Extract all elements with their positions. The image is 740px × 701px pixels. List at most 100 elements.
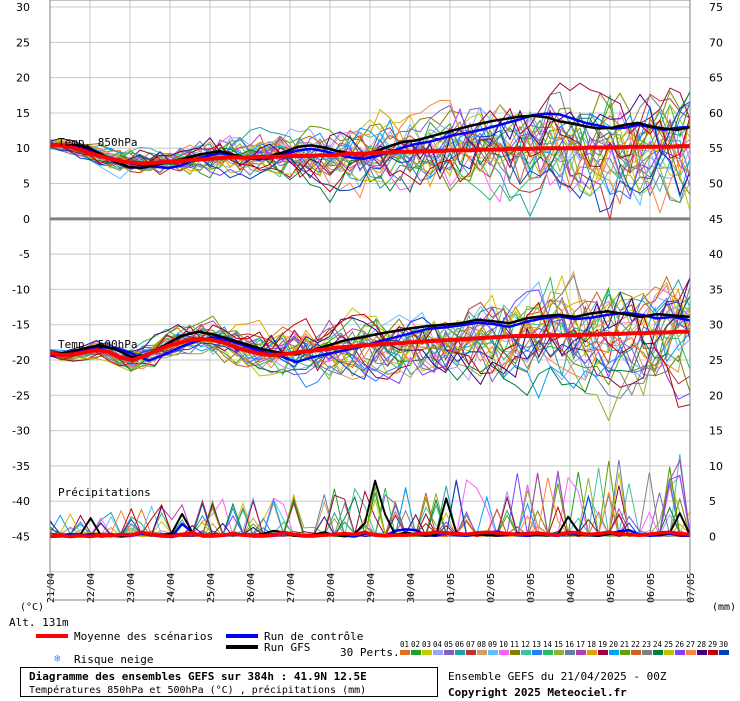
perturbation-swatch	[631, 650, 641, 655]
left-tick-label: 30	[16, 1, 30, 14]
perturbation-swatch	[510, 650, 520, 655]
left-tick-label: 20	[16, 72, 30, 85]
perturbation-legend: 01 02 03 04 05 06 07 08 09 10 11 12 13 14 15 16 17 18 19 20…	[400, 640, 729, 655]
perturbation-swatch	[532, 650, 542, 655]
x-tick-label: 01/05	[446, 573, 457, 603]
perturbation-label: 06	[455, 640, 465, 649]
left-tick-label: 15	[16, 107, 30, 120]
perturbation-label: 03	[422, 640, 431, 649]
perturbation-label: 05	[444, 640, 453, 649]
right-tick-label: 15	[709, 425, 723, 438]
perturbation-label: 16	[565, 640, 575, 649]
perturbation-swatch	[521, 650, 531, 655]
member-850-line	[49, 91, 691, 203]
perturbation-label: 23	[642, 640, 651, 649]
left-tick-label: 5	[23, 178, 30, 191]
perturbation-swatch	[444, 650, 454, 655]
left-tick-label: -25	[12, 389, 30, 402]
altitude-label: Alt. 131m	[9, 616, 69, 629]
perturbation-swatch	[466, 650, 476, 655]
right-tick-label: 75	[709, 1, 723, 14]
right-tick-label: 25	[709, 354, 723, 367]
member-850-line	[49, 110, 691, 197]
chart-title: Diagramme des ensembles GEFS sur 384h : …	[29, 670, 367, 683]
perturbation-swatch	[686, 650, 696, 655]
x-tick-label: 05/05	[606, 573, 617, 603]
right-tick-label: 5	[709, 495, 716, 508]
chart-info-box: Diagramme des ensembles GEFS sur 384h : …	[20, 667, 438, 697]
x-tick-label: 03/05	[526, 573, 537, 603]
left-tick-label: -5	[19, 248, 30, 261]
copyright-text: Copyright 2025 Meteociel.fr	[448, 686, 627, 699]
perturbation-swatch	[400, 650, 410, 655]
perturbation-label: 01	[400, 640, 409, 649]
perturbation-label: 12	[521, 640, 530, 649]
legend-mean-swatch	[36, 634, 68, 638]
legend-mean-label: Moyenne des scénarios	[74, 630, 213, 643]
perturbation-swatch	[411, 650, 421, 655]
right-tick-label: 30	[709, 319, 723, 332]
right-tick-label: 20	[709, 389, 723, 402]
right-tick-label: 10	[709, 460, 723, 473]
left-tick-label: -30	[12, 425, 30, 438]
left-tick-label: 10	[16, 142, 30, 155]
x-tick-label: 23/04	[126, 573, 137, 603]
x-tick-label: 25/04	[206, 573, 217, 603]
left-tick-label: 0	[23, 213, 30, 226]
right-tick-label: 45	[709, 213, 723, 226]
perturbation-swatch	[488, 650, 498, 655]
plot-frame	[49, 0, 691, 601]
perturbation-label: 28	[697, 640, 707, 649]
perturbation-swatch	[609, 650, 619, 655]
perturbation-label: 10	[499, 640, 509, 649]
perturbation-swatch	[598, 650, 608, 655]
perturbation-label: 18	[587, 640, 597, 649]
x-tick-label: 30/04	[406, 573, 417, 603]
perturbation-swatch	[455, 650, 465, 655]
member-850-line	[49, 101, 691, 213]
perturbation-swatch	[554, 650, 564, 655]
x-axis-tick-labels: 21/04 22/04 23/04 24/04 25/04 26/04 27/04 28/04…	[46, 573, 697, 603]
mean-precip-line	[49, 530, 691, 539]
right-tick-label: 55	[709, 142, 723, 155]
right-tick-label: 0	[709, 530, 716, 543]
panel-label-500: Temp. 500hPa	[58, 338, 137, 351]
perturbation-label: 25	[664, 640, 673, 649]
perturbation-swatch	[587, 650, 597, 655]
perturbations-title: 30 Perts.	[340, 646, 400, 659]
perturbation-label: 27	[686, 640, 695, 649]
legend-control-label: Run de contrôle	[264, 630, 363, 643]
perturbation-label: 14	[543, 640, 553, 649]
left-tick-label: 25	[16, 36, 30, 49]
perturbation-swatch	[664, 650, 674, 655]
chart-subtitle: Températures 850hPa et 500hPa (°C) , pré…	[29, 685, 367, 696]
legend-control-swatch	[226, 634, 258, 638]
perturbation-label: 17	[576, 640, 585, 649]
x-tick-label: 04/05	[566, 573, 577, 603]
right-tick-label: 35	[709, 283, 723, 296]
perturbation-swatch	[433, 650, 443, 655]
perturbation-label: 08	[477, 640, 487, 649]
legend: Moyenne des scénarios Run de contrôle Ru…	[36, 630, 400, 666]
x-tick-label: 27/04	[286, 573, 297, 603]
perturbation-swatch	[653, 650, 663, 655]
perturbation-label: 30	[719, 640, 729, 649]
perturbation-swatch	[675, 650, 685, 655]
perturbation-label: 20	[609, 640, 619, 649]
left-tick-label: -10	[12, 283, 30, 296]
perturbation-swatch	[499, 650, 509, 655]
perturbation-swatch	[697, 650, 707, 655]
perturbation-swatch	[565, 650, 575, 655]
right-tick-label: 40	[709, 248, 723, 261]
right-tick-label: 60	[709, 107, 723, 120]
run-info-text: Ensemble GEFS du 21/04/2025 - 00Z	[448, 670, 667, 683]
run-info: Ensemble GEFS du 21/04/2025 - 00Z Copyri…	[448, 669, 667, 701]
perturbation-label: 04	[433, 640, 443, 649]
perturbation-label: 02	[411, 640, 420, 649]
mean-500-line	[49, 329, 690, 362]
perturbation-label: 11	[510, 640, 519, 649]
x-tick-label: 28/04	[326, 573, 337, 603]
x-tick-label: 24/04	[166, 573, 177, 603]
